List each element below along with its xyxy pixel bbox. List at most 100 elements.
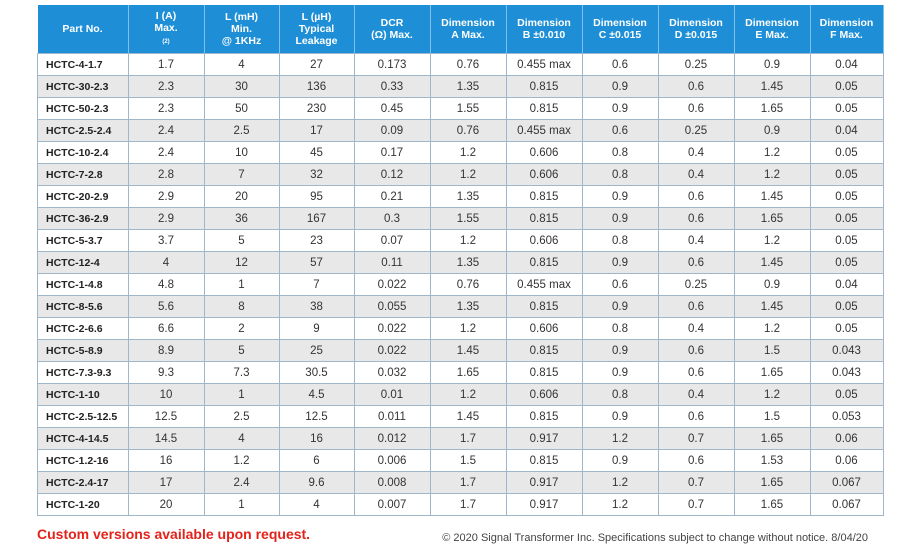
header-cell: Dimension B ±0.010 [506, 5, 583, 54]
table-cell: 0.606 [505, 383, 583, 406]
table-cell: 0.8 [581, 317, 659, 340]
table-cell: 0.05 [809, 185, 884, 208]
table-row: HCTC-2-6.6 6.6 2 9 0.022 1.2 0.606 0.8 0.4 1.2 0.0… [37, 317, 884, 340]
table-cell: 0.11 [353, 251, 431, 274]
table-cell: 0.6 [581, 273, 659, 296]
table-cell: 12 [203, 251, 280, 274]
table-cell: 0.043 [809, 361, 884, 384]
spec-table: Part No. I (A) Max. (2) L (mH) Min. @ 1KHz L (µ… [37, 5, 884, 516]
table-cell: 1.2 [733, 317, 811, 340]
table-cell: 1.45 [429, 405, 507, 428]
table-cell: 1.55 [429, 207, 507, 230]
table-cell: 2.5 [203, 405, 280, 428]
table-cell: HCTC-20-2.9 [37, 185, 129, 208]
table-cell: 230 [278, 97, 355, 120]
table-cell: 1.5 [429, 449, 507, 472]
table-cell: 50 [203, 97, 280, 120]
table-cell: 7 [203, 163, 280, 186]
table-cell: 0.33 [353, 75, 431, 98]
table-cell: 14.5 [127, 427, 205, 450]
table-cell: 1.2 [429, 383, 507, 406]
table-cell: 1.2 [203, 449, 280, 472]
table-cell: 1 [203, 273, 280, 296]
table-cell: 1.65 [733, 493, 811, 516]
table-cell: 0.606 [505, 317, 583, 340]
table-cell: 0.6 [657, 449, 735, 472]
table-cell: 1 [203, 493, 280, 516]
table-cell: 0.815 [505, 295, 583, 318]
table-cell: 1.35 [429, 185, 507, 208]
table-cell: 0.4 [657, 317, 735, 340]
header-text: Dimension [593, 17, 647, 29]
table-cell: 0.022 [353, 339, 431, 362]
table-cell: 1.2 [733, 383, 811, 406]
table-cell: 0.25 [657, 273, 735, 296]
table-cell: 0.9 [581, 295, 659, 318]
table-cell: 0.6 [657, 339, 735, 362]
table-cell: 0.012 [353, 427, 431, 450]
table-cell: 2.8 [127, 163, 205, 186]
table-cell: 1.2 [429, 229, 507, 252]
table-cell: 0.05 [809, 163, 884, 186]
table-cell: 1.7 [429, 493, 507, 516]
table-cell: 0.9 [581, 405, 659, 428]
table-cell: 25 [278, 339, 355, 362]
table-body: HCTC-4-1.7 1.7 4 27 0.173 0.76 0.455 max 0.6 0.2… [37, 53, 884, 516]
table-cell: 12.5 [278, 405, 355, 428]
table-cell: 1.5 [733, 339, 811, 362]
table-cell: HCTC-30-2.3 [37, 75, 129, 98]
table-cell: 45 [278, 141, 355, 164]
table-cell: 0.3 [353, 207, 431, 230]
header-text: I (A) [155, 10, 177, 22]
table-row: HCTC-8-5.6 5.6 8 38 0.055 1.35 0.815 0.9 0.6 1.45… [37, 295, 884, 318]
table-cell: 10 [203, 141, 280, 164]
table-cell: 0.043 [809, 339, 884, 362]
table-cell: 36 [203, 207, 280, 230]
table-cell: 167 [278, 207, 355, 230]
table-row: HCTC-2.5-12.5 12.5 2.5 12.5 0.011 1.45 0.815 0.… [37, 405, 884, 428]
table-cell: 0.4 [657, 163, 735, 186]
custom-note: Custom versions available upon request. [37, 526, 311, 542]
table-cell: 4 [127, 251, 205, 274]
table-cell: 1.7 [127, 53, 205, 76]
table-row: HCTC-12-4 4 12 57 0.11 1.35 0.815 0.9 0.6 1.45 0.0… [37, 251, 884, 274]
table-cell: HCTC-2.5-2.4 [37, 119, 129, 142]
table-cell: 0.9 [733, 119, 811, 142]
table-cell: 0.032 [353, 361, 431, 384]
table-cell: HCTC-4-1.7 [37, 53, 129, 76]
table-cell: 27 [278, 53, 355, 76]
table-cell: 12.5 [127, 405, 205, 428]
table-cell: 0.9 [581, 449, 659, 472]
table-cell: 0.815 [505, 185, 583, 208]
table-cell: 0.6 [657, 207, 735, 230]
header-cell: Dimension D ±0.015 [658, 5, 735, 54]
table-cell: 0.7 [657, 427, 735, 450]
table-row: HCTC-1.2-16 16 1.2 6 0.006 1.5 0.815 0.9 0.6 1.53… [37, 449, 884, 472]
header-text: Dimension [441, 17, 495, 29]
table-cell: 4 [203, 427, 280, 450]
table-cell: 1.2 [429, 163, 507, 186]
table-cell: HCTC-1-10 [37, 383, 129, 406]
header-text: C ±0.015 [598, 29, 642, 41]
table-cell: 0.04 [809, 273, 884, 296]
header-cell: Part No. [37, 5, 129, 54]
table-cell: 9.6 [278, 471, 355, 494]
header-text: Dimension [745, 17, 799, 29]
table-cell: HCTC-2-6.6 [37, 317, 129, 340]
table-cell: 0.9 [581, 75, 659, 98]
table-cell: 1.2 [733, 163, 811, 186]
table-cell: HCTC-7.3-9.3 [37, 361, 129, 384]
table-cell: 0.6 [657, 295, 735, 318]
table-cell: 1 [203, 383, 280, 406]
table-cell: 0.917 [505, 427, 583, 450]
table-cell: 32 [278, 163, 355, 186]
table-cell: 0.06 [809, 427, 884, 450]
table-cell: 1.2 [429, 317, 507, 340]
table-cell: HCTC-36-2.9 [37, 207, 129, 230]
table-cell: 1.2 [733, 141, 811, 164]
table-cell: 6.6 [127, 317, 205, 340]
table-row: HCTC-1-20 20 1 4 0.007 1.7 0.917 1.2 0.7 1.65 0.06… [37, 493, 884, 516]
table-cell: 5.6 [127, 295, 205, 318]
table-row: HCTC-4-14.5 14.5 4 16 0.012 1.7 0.917 1.2 0.7 1.6… [37, 427, 884, 450]
header-cell: I (A) Max. (2) [128, 5, 205, 54]
